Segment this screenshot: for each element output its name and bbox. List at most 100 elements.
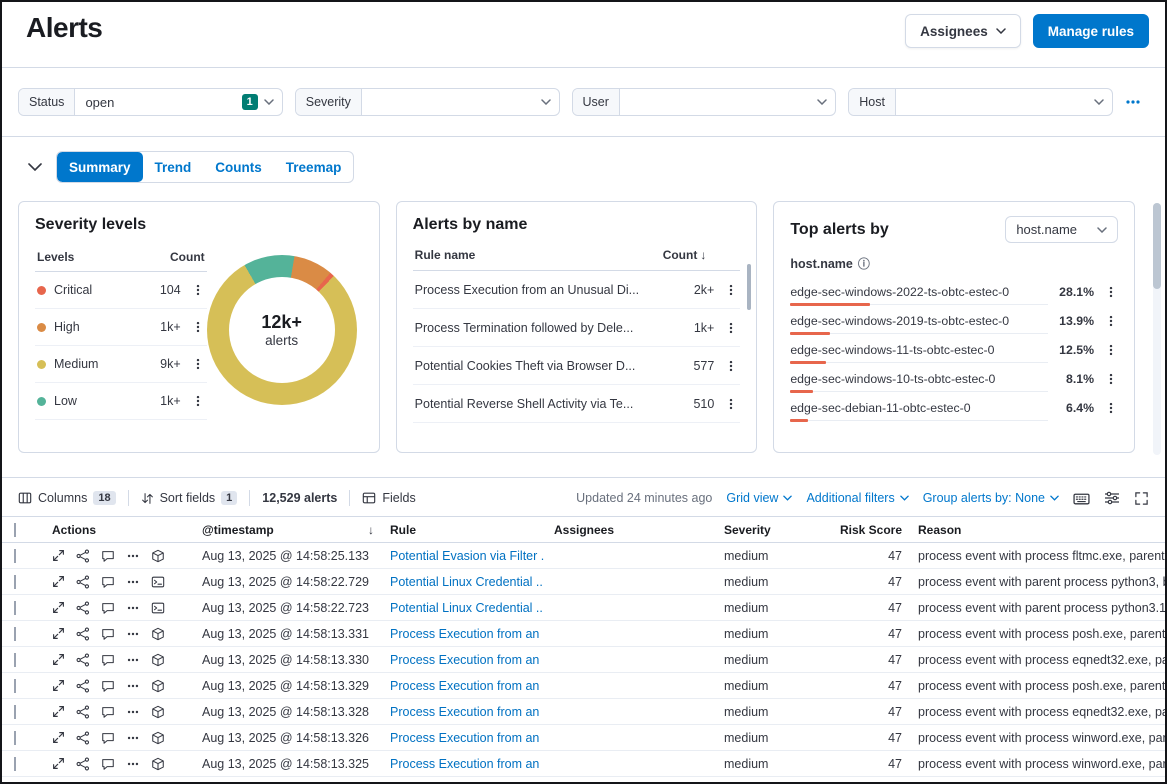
- expand-alert-icon[interactable]: [52, 653, 65, 666]
- more-actions-icon[interactable]: [724, 321, 738, 335]
- host-name[interactable]: edge-sec-windows-2019-ts-obtc-estec-0: [790, 313, 1010, 328]
- comment-icon[interactable]: [101, 731, 115, 745]
- user-filter[interactable]: User: [571, 88, 837, 116]
- analyzer-icon[interactable]: [76, 757, 90, 771]
- group-alerts-by-dropdown[interactable]: Group alerts by: None: [923, 491, 1059, 505]
- more-actions-icon[interactable]: [191, 283, 205, 297]
- alert-rule-link[interactable]: Potential Linux Credential ...: [390, 574, 544, 589]
- more-actions-icon[interactable]: [724, 397, 738, 411]
- expand-alert-icon[interactable]: [52, 627, 65, 640]
- alert-rule-link[interactable]: Potential Evasion via Filter ...: [390, 548, 544, 563]
- additional-filters-dropdown[interactable]: Additional filters: [806, 491, 909, 505]
- analyzer-icon[interactable]: [76, 575, 90, 589]
- more-actions-icon[interactable]: [126, 575, 140, 589]
- package-icon[interactable]: [151, 627, 165, 641]
- alert-rule-link[interactable]: Potential Linux Credential ...: [390, 600, 544, 615]
- expand-alert-icon[interactable]: [52, 679, 65, 692]
- expand-alert-icon[interactable]: [52, 575, 65, 588]
- more-actions-icon[interactable]: [126, 549, 140, 563]
- more-actions-icon[interactable]: [126, 627, 140, 641]
- tab-summary[interactable]: Summary: [57, 152, 143, 182]
- analyzer-icon[interactable]: [76, 679, 90, 693]
- tab-trend[interactable]: Trend: [143, 152, 204, 182]
- row-checkbox[interactable]: [14, 652, 16, 667]
- fullscreen-icon[interactable]: [1134, 491, 1149, 506]
- host-filter[interactable]: Host: [848, 88, 1113, 116]
- more-actions-icon[interactable]: [724, 359, 738, 373]
- row-checkbox[interactable]: [14, 626, 16, 641]
- host-name[interactable]: edge-sec-windows-10-ts-obtc-estec-0: [790, 371, 996, 386]
- charts-scrollbar[interactable]: [1153, 203, 1161, 455]
- expand-alert-icon[interactable]: [52, 757, 65, 770]
- alert-rule-link[interactable]: Process Execution from an ...: [390, 704, 544, 719]
- sort-descending-icon[interactable]: ↓: [368, 522, 374, 537]
- more-actions-icon[interactable]: [126, 679, 140, 693]
- alert-rule-link[interactable]: Process Execution from an ...: [390, 756, 544, 771]
- sort-fields-button[interactable]: Sort fields 1: [141, 491, 238, 505]
- alert-rule-link[interactable]: Process Execution from an ...: [390, 730, 544, 745]
- panel-scrollbar[interactable]: [747, 264, 752, 310]
- manage-rules-button[interactable]: Manage rules: [1032, 14, 1149, 48]
- comment-icon[interactable]: [101, 653, 115, 667]
- comment-icon[interactable]: [101, 679, 115, 693]
- more-filters-icon[interactable]: [1125, 94, 1141, 110]
- analyzer-icon[interactable]: [76, 731, 90, 745]
- more-actions-icon[interactable]: [126, 705, 140, 719]
- more-actions-icon[interactable]: [1104, 401, 1118, 415]
- expand-alert-icon[interactable]: [52, 705, 65, 718]
- tab-treemap[interactable]: Treemap: [274, 152, 354, 182]
- alert-rule-link[interactable]: Process Execution from an ...: [390, 652, 544, 667]
- host-name[interactable]: edge-sec-debian-11-obtc-estec-0: [790, 400, 971, 415]
- more-actions-icon[interactable]: [126, 601, 140, 615]
- row-checkbox[interactable]: [14, 600, 16, 615]
- select-all-checkbox[interactable]: [14, 522, 16, 537]
- package-icon[interactable]: [151, 705, 165, 719]
- collapse-charts-chevron-icon[interactable]: [28, 163, 42, 171]
- alert-rule-link[interactable]: Process Execution from an ...: [390, 626, 544, 641]
- display-options-icon[interactable]: [1104, 490, 1120, 506]
- more-actions-icon[interactable]: [191, 394, 205, 408]
- comment-icon[interactable]: [101, 757, 115, 771]
- comment-icon[interactable]: [101, 705, 115, 719]
- fields-button[interactable]: Fields: [362, 491, 416, 505]
- package-icon[interactable]: [151, 549, 165, 563]
- row-checkbox[interactable]: [14, 704, 16, 719]
- analyzer-icon[interactable]: [76, 627, 90, 641]
- terminal-icon[interactable]: [151, 575, 165, 589]
- assignees-button[interactable]: Assignees: [905, 14, 1021, 48]
- row-checkbox[interactable]: [14, 678, 16, 693]
- package-icon[interactable]: [151, 653, 165, 667]
- alert-rule-link[interactable]: Process Execution from an ...: [390, 678, 544, 693]
- tab-counts[interactable]: Counts: [203, 152, 274, 182]
- analyzer-icon[interactable]: [76, 653, 90, 667]
- expand-alert-icon[interactable]: [52, 549, 65, 562]
- comment-icon[interactable]: [101, 575, 115, 589]
- analyzer-icon[interactable]: [76, 601, 90, 615]
- row-checkbox[interactable]: [14, 574, 16, 589]
- more-actions-icon[interactable]: [126, 731, 140, 745]
- keyboard-shortcuts-icon[interactable]: [1073, 490, 1090, 507]
- package-icon[interactable]: [151, 731, 165, 745]
- columns-button[interactable]: Columns 18: [18, 491, 116, 505]
- status-filter[interactable]: Status open 1: [18, 88, 283, 116]
- expand-alert-icon[interactable]: [52, 601, 65, 614]
- package-icon[interactable]: [151, 757, 165, 771]
- row-checkbox[interactable]: [14, 756, 16, 771]
- row-checkbox[interactable]: [14, 548, 16, 563]
- package-icon[interactable]: [151, 679, 165, 693]
- more-actions-icon[interactable]: [724, 283, 738, 297]
- more-actions-icon[interactable]: [191, 357, 205, 371]
- comment-icon[interactable]: [101, 627, 115, 641]
- more-actions-icon[interactable]: [191, 320, 205, 334]
- more-actions-icon[interactable]: [126, 757, 140, 771]
- host-name[interactable]: edge-sec-windows-2022-ts-obtc-estec-0: [790, 284, 1010, 299]
- row-checkbox[interactable]: [14, 730, 16, 745]
- grid-view-dropdown[interactable]: Grid view: [726, 491, 793, 505]
- analyzer-icon[interactable]: [76, 705, 90, 719]
- terminal-icon[interactable]: [151, 601, 165, 615]
- timestamp-column-header[interactable]: @timestamp: [202, 522, 274, 537]
- more-actions-icon[interactable]: [1104, 343, 1118, 357]
- top-alerts-field-select[interactable]: host.name: [1005, 216, 1119, 243]
- expand-alert-icon[interactable]: [52, 731, 65, 744]
- comment-icon[interactable]: [101, 601, 115, 615]
